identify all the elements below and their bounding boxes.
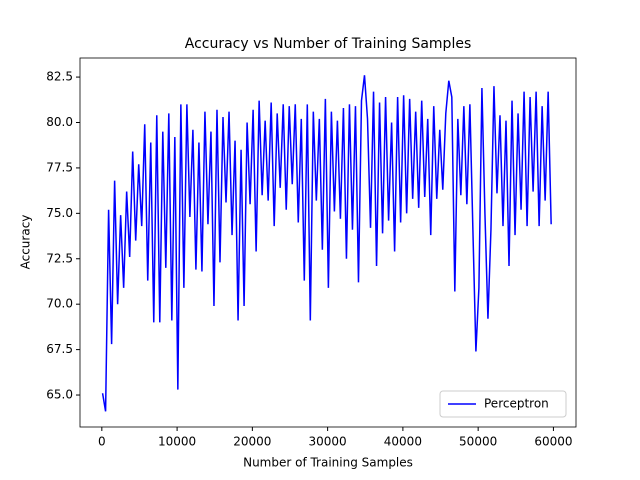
x-tick-label: 40000	[384, 435, 422, 449]
x-axis-label: Number of Training Samples	[243, 456, 413, 470]
y-axis-label: Accuracy	[19, 215, 33, 270]
legend-box	[439, 390, 567, 418]
plot-frame	[79, 57, 577, 428]
y-tick-label: 67.5	[46, 342, 73, 356]
chart-title: Accuracy vs Number of Training Samples	[185, 36, 472, 52]
x-tick-label: 60000	[534, 435, 572, 449]
y-tick-label: 80.0	[46, 115, 73, 129]
legend-label: Perceptron	[484, 397, 549, 411]
x-tick-label: 0	[98, 435, 106, 449]
y-tick-label: 82.5	[46, 70, 73, 84]
y-tick-label: 72.5	[46, 251, 73, 265]
x-tick-label: 10000	[158, 435, 196, 449]
x-tick-label: 50000	[459, 435, 497, 449]
x-tick-label: 20000	[233, 435, 271, 449]
y-tick-label: 77.5	[46, 160, 73, 174]
y-tick-label: 70.0	[46, 297, 73, 311]
x-tick-label: 30000	[309, 435, 347, 449]
y-tick-label: 75.0	[46, 206, 73, 220]
y-tick-label: 65.0	[46, 388, 73, 402]
line	[101, 75, 552, 412]
